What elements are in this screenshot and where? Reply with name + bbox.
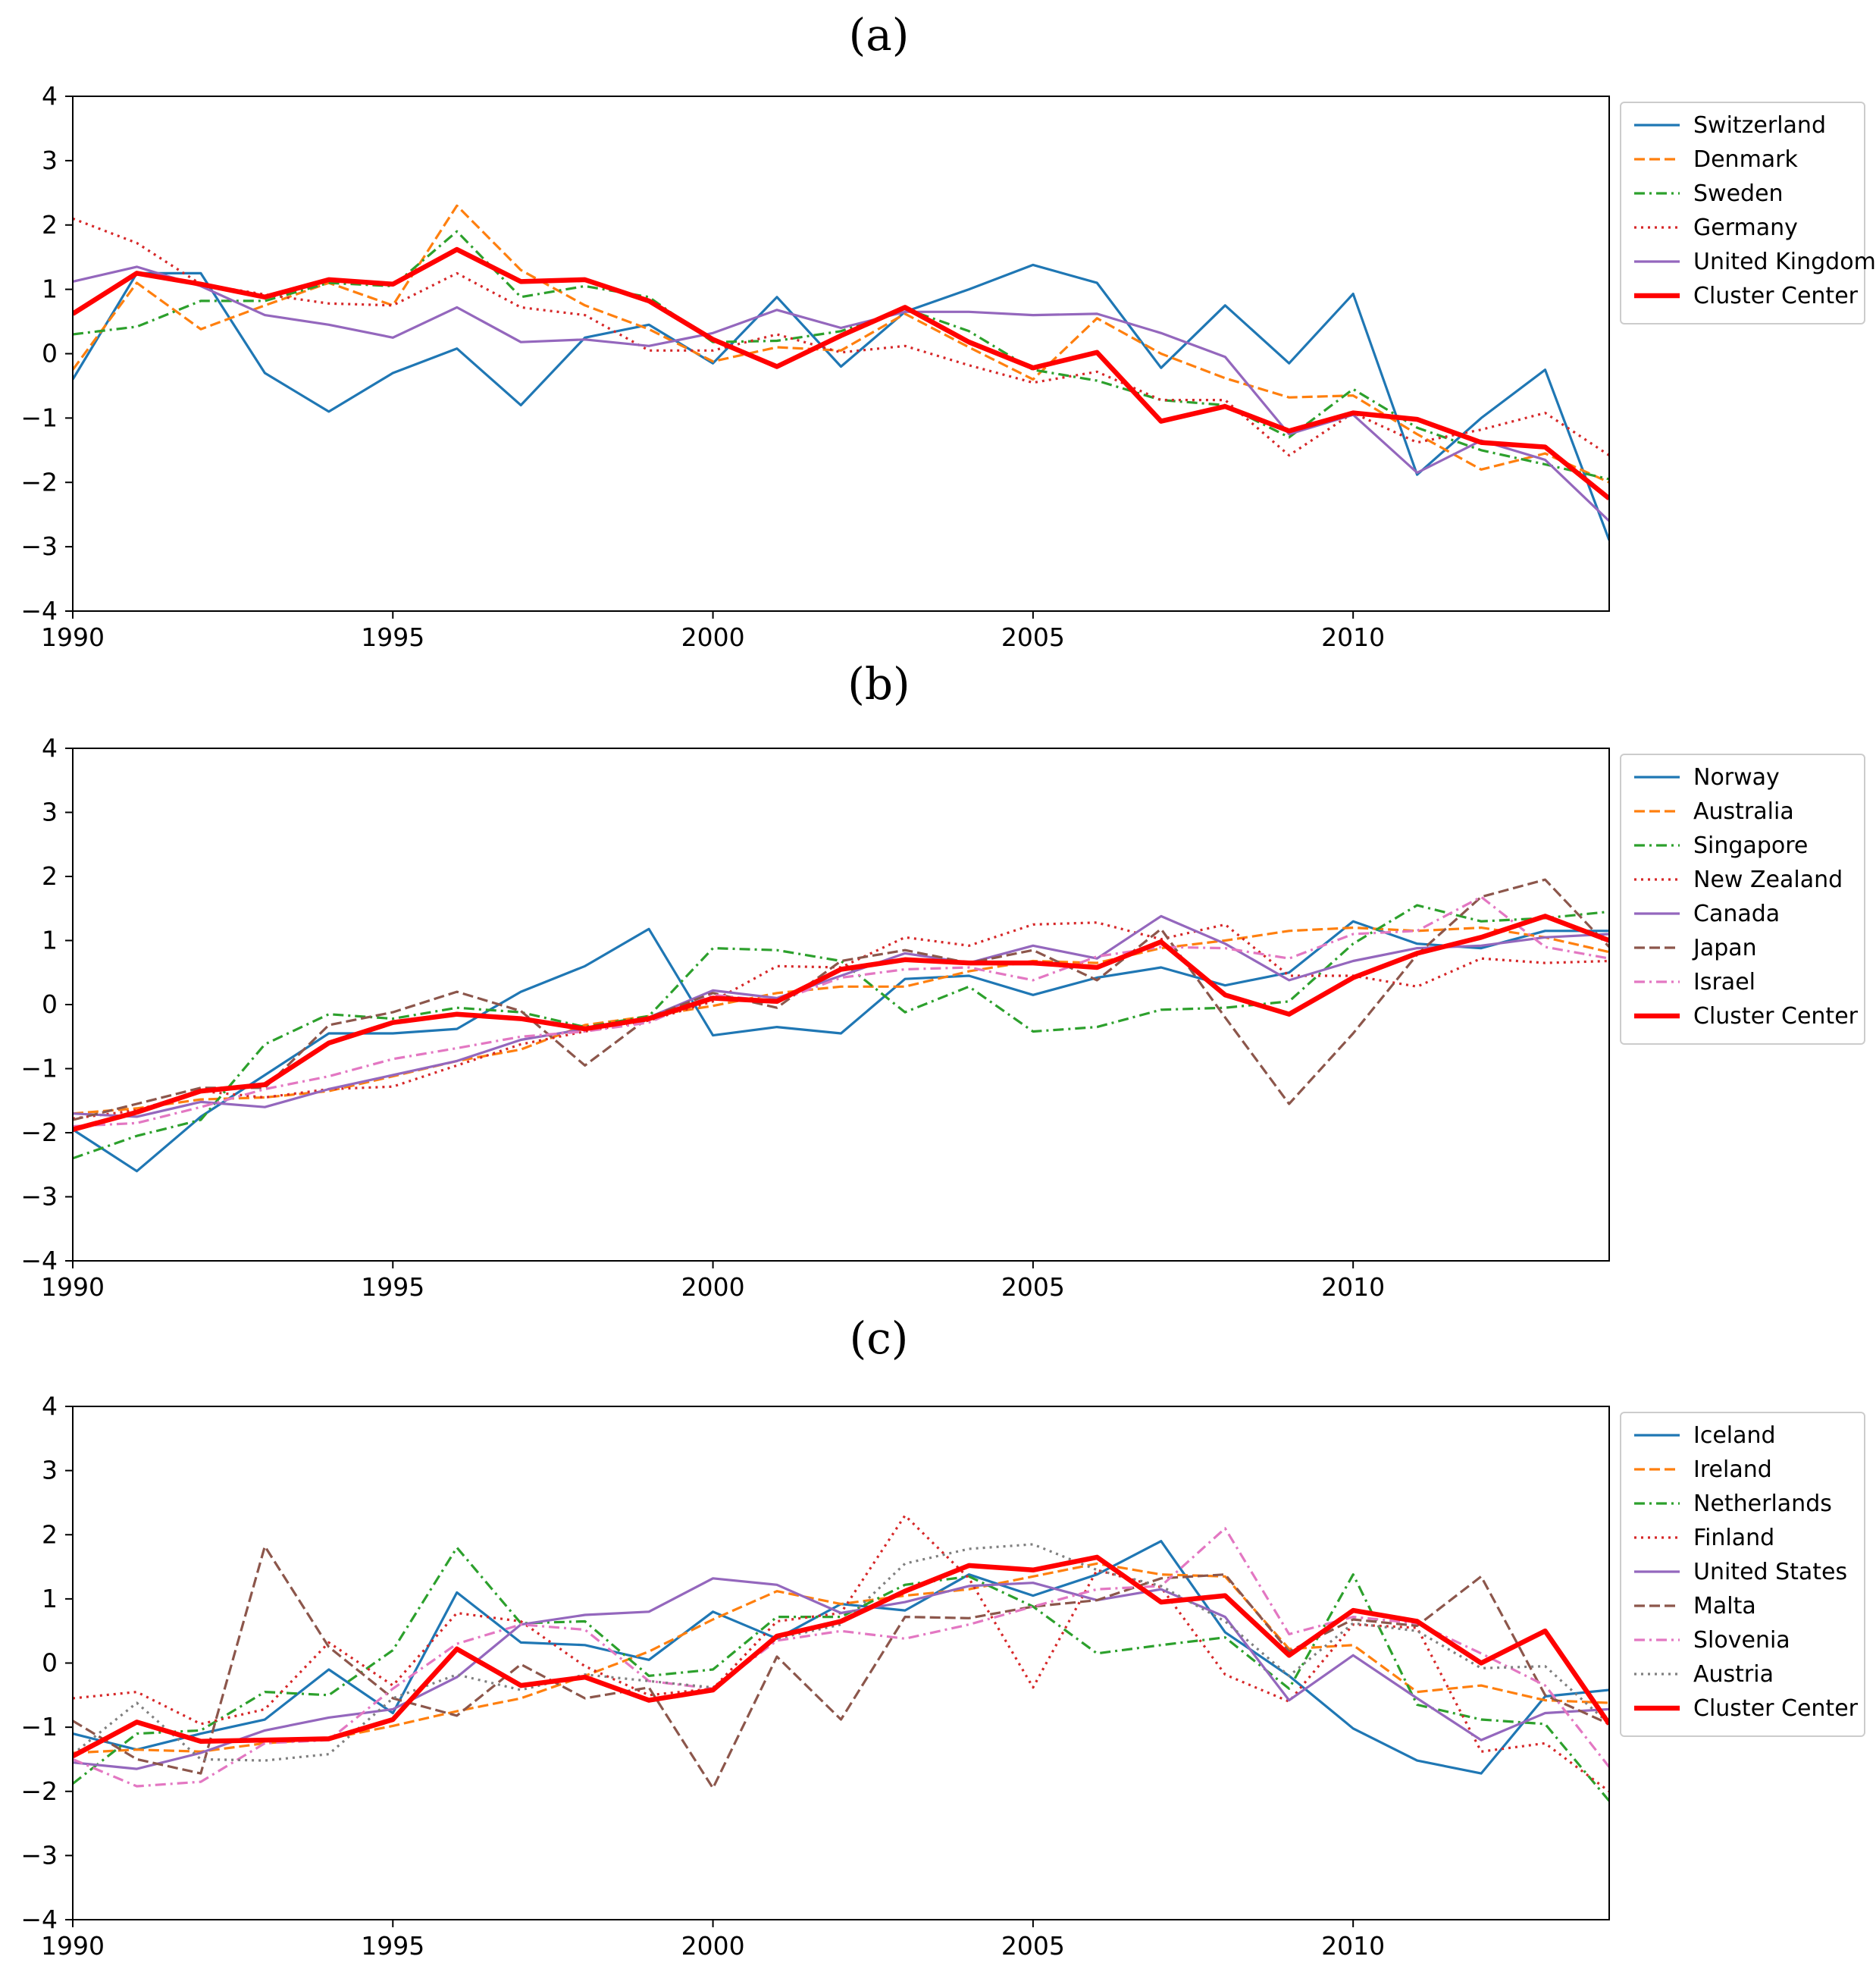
legend: Iceland Ireland Netherlands Finland United S… bbox=[1620, 1412, 1865, 1737]
series-line-sweden bbox=[73, 230, 1609, 481]
chart-title: (a) bbox=[849, 9, 910, 61]
x-tick-label: 1995 bbox=[361, 1931, 424, 1961]
y-tick-label: 2 bbox=[42, 210, 58, 240]
y-tick-label: 3 bbox=[42, 798, 58, 827]
series-line-cluster-center bbox=[73, 914, 1609, 1132]
legend-box bbox=[1620, 754, 1865, 1045]
legend-label: Israel bbox=[1693, 969, 1755, 995]
legend-label: United States bbox=[1693, 1559, 1847, 1585]
chart-title: (c) bbox=[850, 1312, 909, 1364]
x-tick-label: 1995 bbox=[361, 1272, 424, 1302]
series-line-germany bbox=[73, 217, 1609, 457]
legend-label: Australia bbox=[1693, 798, 1794, 825]
y-tick-label: −2 bbox=[20, 467, 58, 497]
x-tick-label: 1990 bbox=[41, 622, 105, 652]
legend-label: Cluster Center bbox=[1693, 283, 1859, 309]
series-line-cluster-center bbox=[73, 1554, 1609, 1759]
series-line-united-states bbox=[73, 1577, 1609, 1770]
legend-label: Switzerland bbox=[1693, 112, 1826, 139]
legend-label: New Zealand bbox=[1693, 867, 1843, 893]
legend-label: Singapore bbox=[1693, 832, 1808, 859]
y-tick-label: 2 bbox=[42, 861, 58, 891]
y-tick-label: −4 bbox=[20, 596, 58, 625]
legend-label: Ireland bbox=[1693, 1456, 1772, 1483]
series-line-netherlands bbox=[73, 1546, 1609, 1802]
legend: Switzerland Denmark Sweden Germany United Ki… bbox=[1620, 102, 1876, 324]
y-tick-label: −1 bbox=[20, 1712, 58, 1742]
legend-label: Slovenia bbox=[1693, 1627, 1790, 1654]
y-tick-label: −3 bbox=[20, 1182, 58, 1212]
y-tick-label: 1 bbox=[42, 274, 58, 304]
y-tick-label: 4 bbox=[42, 733, 58, 763]
legend-label: Sweden bbox=[1693, 180, 1784, 207]
legend-label: Finland bbox=[1693, 1525, 1774, 1551]
x-tick-label: 2010 bbox=[1321, 1931, 1385, 1961]
legend-label: Cluster Center bbox=[1693, 1003, 1859, 1030]
x-tick-label: 2000 bbox=[681, 1931, 745, 1961]
series-line-malta bbox=[73, 1544, 1609, 1790]
series-line-australia bbox=[73, 926, 1609, 1115]
chart-title: (b) bbox=[847, 658, 910, 710]
y-tick-label: −2 bbox=[20, 1118, 58, 1147]
x-tick-label: 2010 bbox=[1321, 622, 1385, 652]
series-line-canada bbox=[73, 914, 1609, 1118]
y-tick-label: −1 bbox=[20, 403, 58, 432]
series-line-switzerland bbox=[73, 263, 1609, 541]
legend-label: Germany bbox=[1693, 215, 1798, 241]
legend-label: Austria bbox=[1693, 1661, 1774, 1688]
y-tick-label: −3 bbox=[20, 531, 58, 561]
x-tick-label: 1995 bbox=[361, 622, 424, 652]
legend-box bbox=[1620, 102, 1865, 324]
y-tick-label: 3 bbox=[42, 146, 58, 175]
y-tick-label: 3 bbox=[42, 1456, 58, 1485]
plot-area bbox=[73, 1514, 1609, 1802]
x-tick-label: 2000 bbox=[681, 622, 745, 652]
legend-label: Iceland bbox=[1693, 1422, 1776, 1449]
series-line-singapore bbox=[73, 904, 1609, 1160]
y-tick-label: 1 bbox=[42, 926, 58, 955]
y-tick-label: 0 bbox=[42, 1648, 58, 1678]
series-line-israel bbox=[73, 895, 1609, 1128]
series-line-cluster-center bbox=[73, 246, 1609, 501]
x-tick-label: 2010 bbox=[1321, 1272, 1385, 1302]
x-tick-label: 2005 bbox=[1001, 622, 1065, 652]
y-tick-label: 4 bbox=[42, 1391, 58, 1421]
series-line-japan bbox=[73, 878, 1609, 1121]
x-tick-label: 2005 bbox=[1001, 1931, 1065, 1961]
x-tick-label: 1990 bbox=[41, 1931, 105, 1961]
x-tick-label: 2005 bbox=[1001, 1272, 1065, 1302]
legend: Norway Australia Singapore New Zealand Canad… bbox=[1620, 754, 1865, 1045]
legend-label: United Kingdom bbox=[1693, 249, 1876, 275]
plot-area bbox=[73, 204, 1609, 541]
legend-label: Norway bbox=[1693, 764, 1780, 791]
y-tick-label: −4 bbox=[20, 1905, 58, 1934]
y-tick-label: 2 bbox=[42, 1519, 58, 1549]
y-tick-label: 0 bbox=[42, 339, 58, 368]
legend-label: Malta bbox=[1693, 1593, 1756, 1619]
y-tick-label: −4 bbox=[20, 1246, 58, 1275]
legend-label: Japan bbox=[1692, 935, 1757, 961]
series-line-ireland bbox=[73, 1562, 1609, 1754]
y-tick-label: −1 bbox=[20, 1054, 58, 1083]
x-tick-label: 2000 bbox=[681, 1272, 745, 1302]
y-tick-label: −2 bbox=[20, 1776, 58, 1806]
legend-box bbox=[1620, 1412, 1865, 1737]
y-tick-label: −3 bbox=[20, 1840, 58, 1870]
x-tick-label: 1990 bbox=[41, 1272, 105, 1302]
plot-area bbox=[73, 878, 1609, 1173]
legend-label: Netherlands bbox=[1693, 1491, 1832, 1517]
y-tick-label: 4 bbox=[42, 81, 58, 111]
y-tick-label: 0 bbox=[42, 989, 58, 1019]
y-tick-label: 1 bbox=[42, 1584, 58, 1613]
legend-label: Denmark bbox=[1693, 146, 1799, 173]
legend-label: Canada bbox=[1693, 901, 1780, 927]
legend-label: Cluster Center bbox=[1693, 1695, 1859, 1722]
series-line-norway bbox=[73, 920, 1609, 1173]
